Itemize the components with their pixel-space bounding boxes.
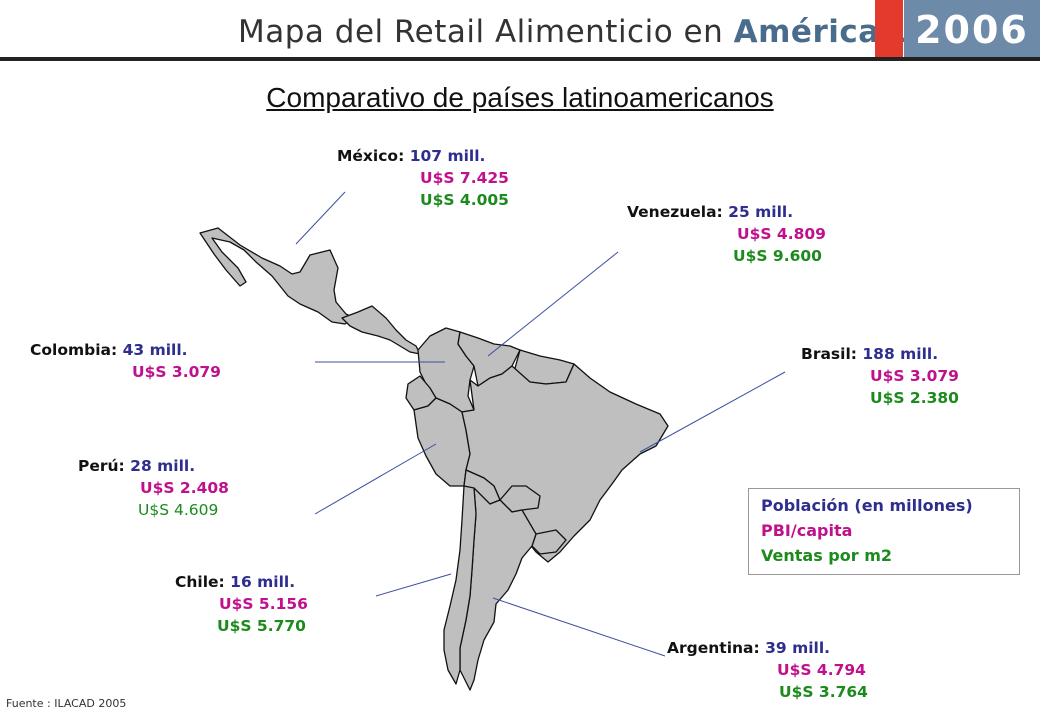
colombia-name: Colombia: [30,341,118,359]
colombia-poblacion: 43 mill. [122,341,188,359]
argentina-name: Argentina: [667,639,760,657]
venezuela-name: Venezuela: [627,203,723,221]
label-brasil: Brasil: 188 mill. U$S 3.079 U$S 2.380 [801,343,959,409]
page-subtitle: Comparativo de países latinoamericanos [266,82,774,113]
brasil-name: Brasil: [801,345,857,363]
source-note: Fuente : ILACAD 2005 [6,697,127,710]
mexico-ventas: U$S 4.005 [420,191,509,209]
chile-poblacion: 16 mill. [230,573,296,591]
peru-name: Perú: [78,457,125,475]
map-region-chile [443,485,477,685]
label-mexico: México: 107 mill. U$S 7.425 U$S 4.005 [337,145,509,211]
brasil-pbi: U$S 3.079 [870,367,959,385]
header-title-main: Mapa del Retail Alimenticio en [238,14,724,50]
map-region-mexico [199,227,355,325]
peru-ventas: U$S 4.609 [138,501,219,519]
header-rule [0,57,1040,61]
peru-poblacion: 28 mill. [130,457,196,475]
mexico-poblacion: 107 mill. [409,147,486,165]
argentina-poblacion: 39 mill. [765,639,831,657]
mexico-name: México: [337,147,405,165]
label-chile: Chile: 16 mill. U$S 5.156 U$S 5.770 [175,571,308,637]
year-badge: 2006 [904,0,1040,58]
chile-ventas: U$S 5.770 [217,617,306,635]
argentina-pbi: U$S 4.794 [777,661,866,679]
chile-pbi: U$S 5.156 [219,595,308,613]
venezuela-pbi: U$S 4.809 [737,225,826,243]
leader-line-mexico [295,191,346,245]
venezuela-poblacion: 25 mill. [728,203,794,221]
venezuela-ventas: U$S 9.600 [733,247,822,265]
brasil-ventas: U$S 2.380 [870,389,959,407]
brasil-poblacion: 188 mill. [862,345,939,363]
legend-ventas: Ventas por m2 [761,546,892,565]
leader-line-chile [375,573,452,597]
leader-line-argentina [492,597,666,657]
peru-pbi: U$S 2.408 [140,479,229,497]
legend-pbi: PBI/capita [761,521,853,540]
legend-poblacion: Población (en millones) [761,496,973,515]
label-argentina: Argentina: 39 mill. U$S 4.794 U$S 3.764 [667,637,868,703]
chile-name: Chile: [175,573,225,591]
legend-box: Población (en millones) PBI/capita Venta… [748,488,1020,575]
leader-line-peru [314,443,437,515]
mexico-pbi: U$S 7.425 [420,169,509,187]
header-red-stripe [875,0,903,58]
label-colombia: Colombia: 43 mill. U$S 3.079 [30,339,221,383]
argentina-ventas: U$S 3.764 [779,683,868,701]
map-region-central-america [341,305,421,355]
map-region-peru [413,397,471,487]
leader-line-venezuela [487,251,619,357]
label-venezuela: Venezuela: 25 mill. U$S 4.809 U$S 9.600 [627,201,826,267]
colombia-pbi: U$S 3.079 [132,363,221,381]
label-peru: Perú: 28 mill. U$S 2.408 U$S 4.609 [78,455,229,521]
header: Mapa del Retail Alimenticio en América L… [0,0,1040,62]
leader-line-brasil [639,371,786,453]
